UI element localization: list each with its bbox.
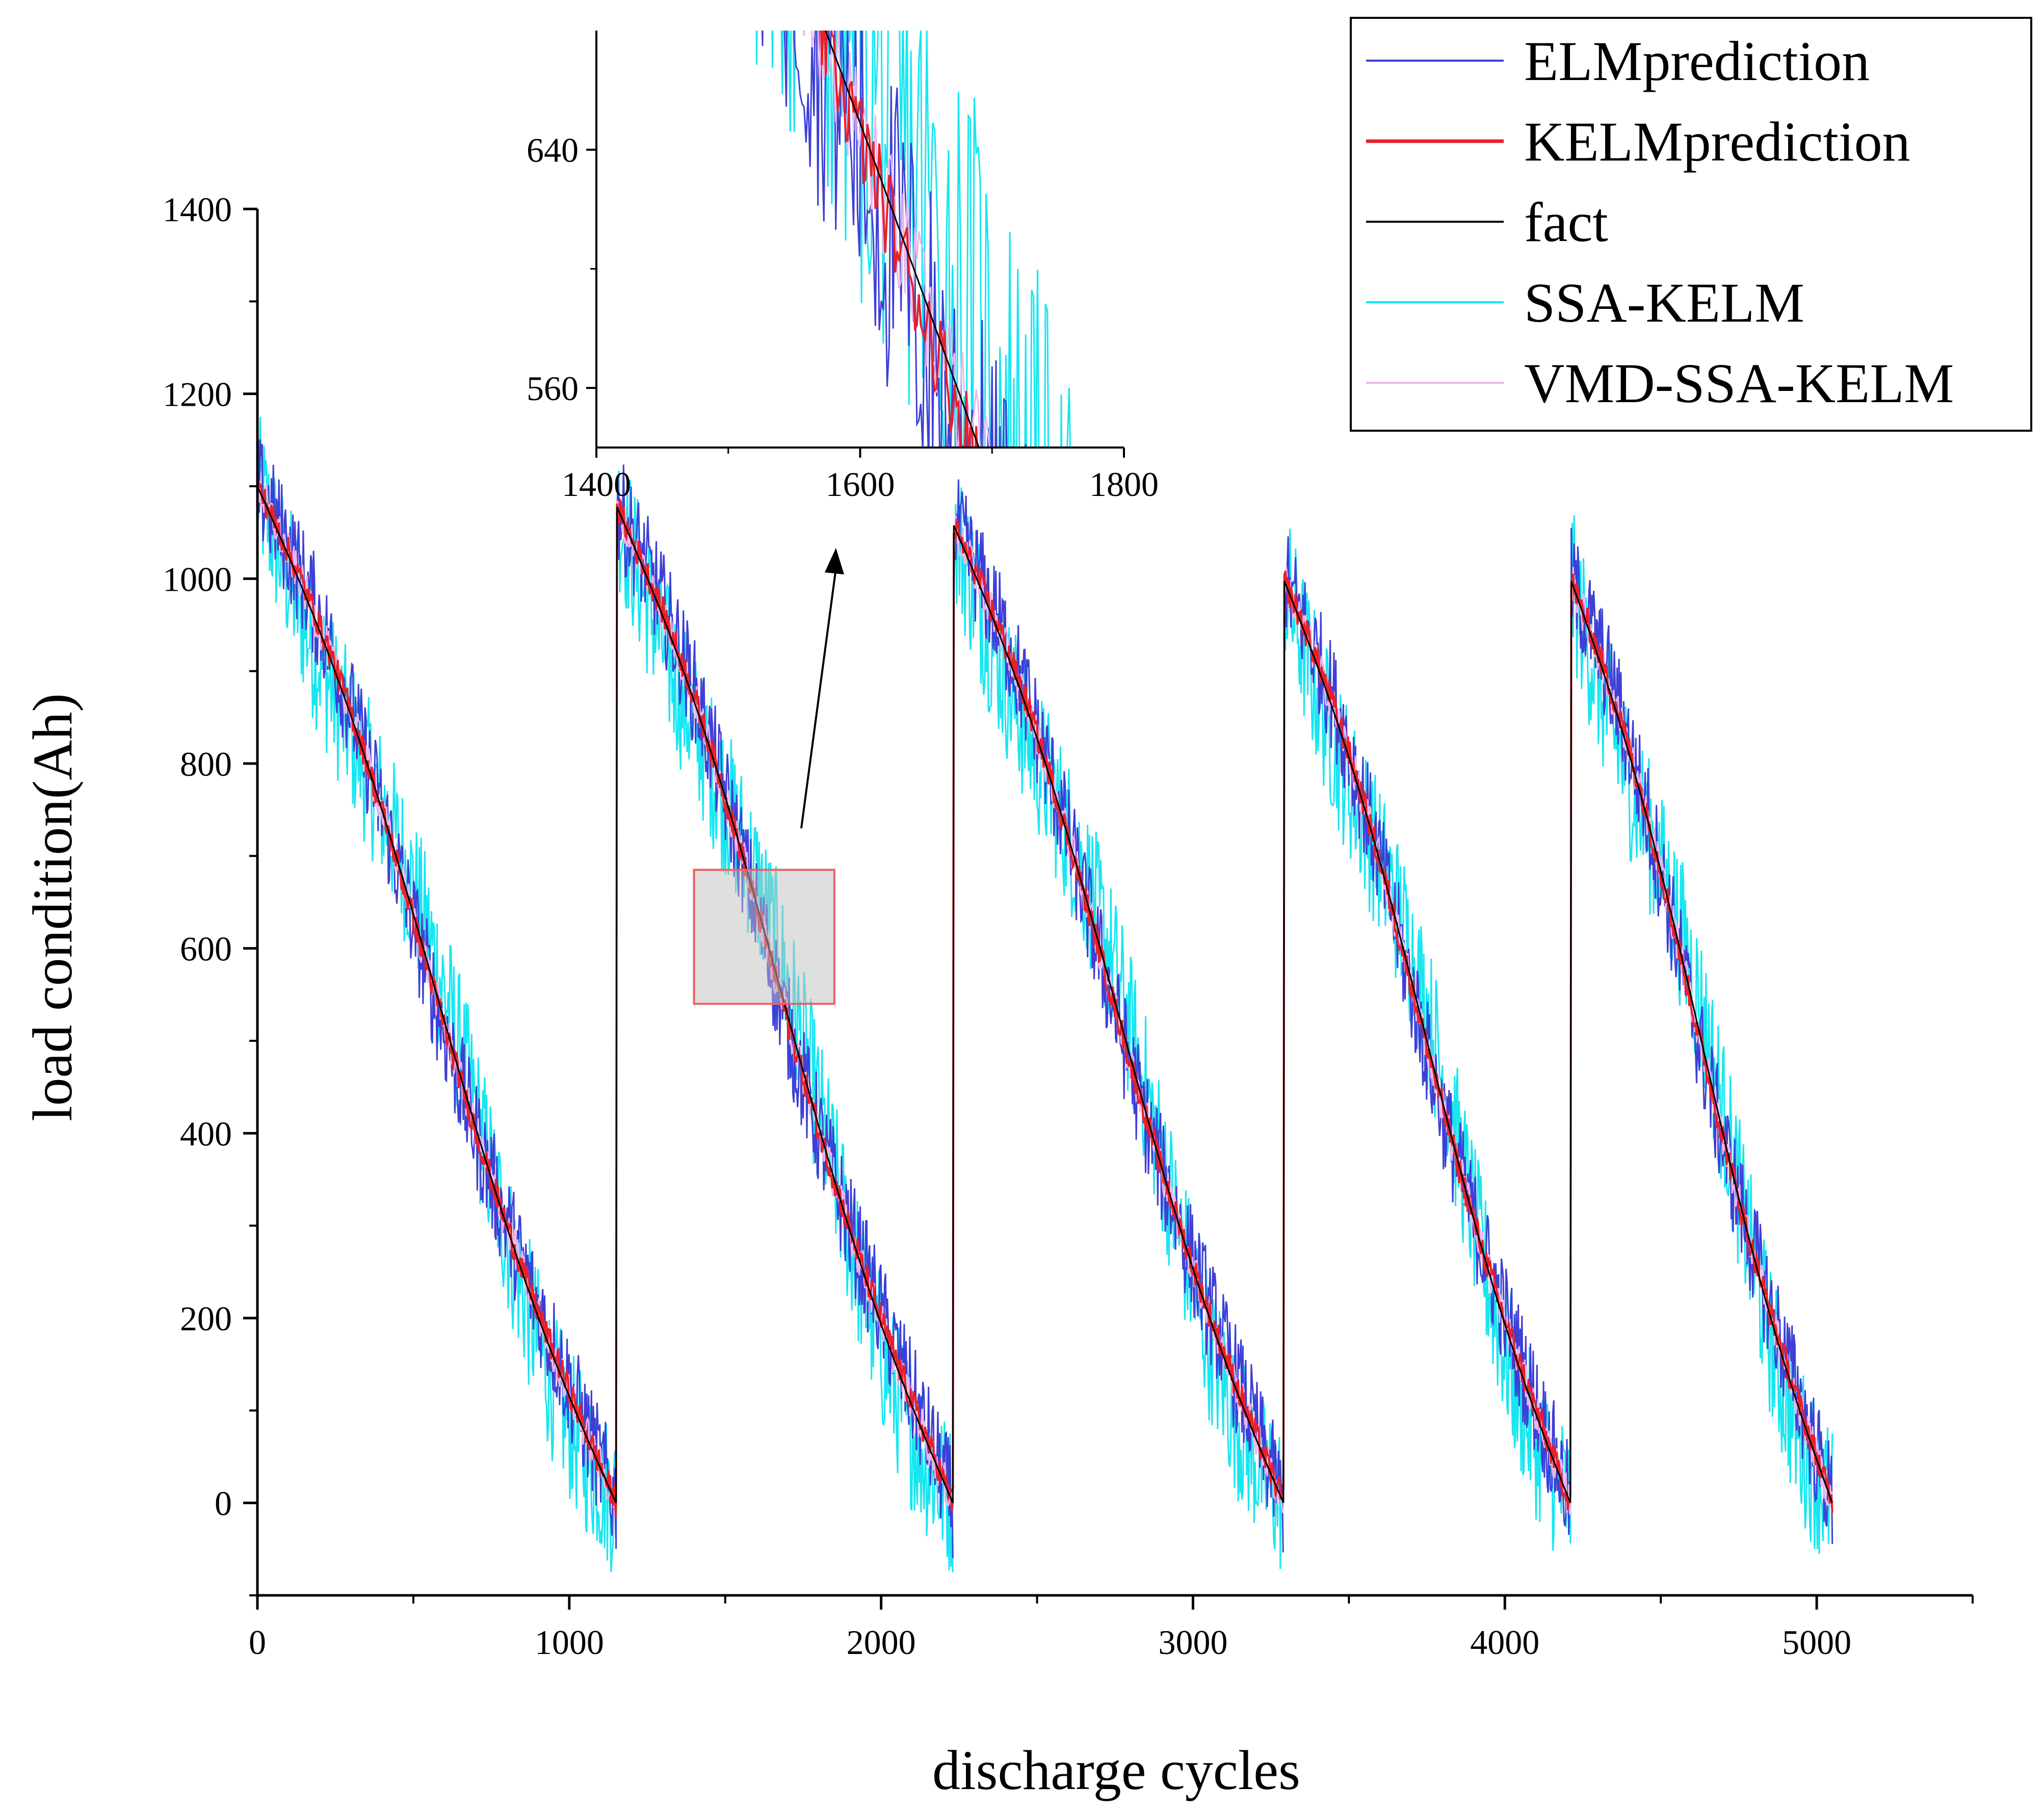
- legend-label: VMD-SSA-KELM: [1524, 352, 1954, 414]
- inset-series-line-elmprediction: [761, 31, 1027, 448]
- legend-label: KELMprediction: [1524, 111, 1910, 173]
- y-tick-label: 600: [180, 930, 232, 968]
- legend-label: SSA-KELM: [1524, 272, 1804, 334]
- y-tick-label: 1000: [163, 560, 232, 598]
- x-tick-label: 5000: [1782, 1623, 1851, 1662]
- zoom-region-box: [693, 869, 835, 1005]
- y-tick-label: 800: [180, 745, 232, 783]
- y-axis-title: load condition(Ah): [21, 693, 84, 1121]
- zoom-arrow-shaft: [800, 568, 837, 829]
- y-tick-label: 200: [180, 1299, 232, 1338]
- inset-series-line-ssa-kelm: [755, 31, 1071, 448]
- x-tick-label: 1000: [535, 1623, 604, 1662]
- inset-series-line-kelmprediction: [820, 31, 978, 448]
- inset-x-tick-label: 1600: [826, 465, 895, 504]
- y-tick-label: 0: [215, 1484, 232, 1523]
- x-tick-label: 4000: [1470, 1623, 1539, 1662]
- inset-series-line-vmd-ssa-kelm: [802, 31, 991, 448]
- inset-y-tick-label: 560: [527, 369, 579, 408]
- legend-label: ELMprediction: [1524, 30, 1870, 92]
- x-axis-title: discharge cycles: [932, 1739, 1300, 1801]
- legend: ELMprediction KELMprediction fact SSA-KELM V…: [1350, 17, 2032, 432]
- zoom-connectors: [800, 548, 844, 829]
- inset-x-tick-label: 1400: [562, 465, 631, 504]
- x-tick-label: 0: [249, 1623, 266, 1662]
- series-line-kelmprediction: [256, 482, 1833, 1517]
- inset-y-tick-label: 640: [527, 131, 579, 170]
- x-tick-label: 3000: [1158, 1623, 1227, 1662]
- legend-label: fact: [1524, 191, 1608, 253]
- y-tick-label: 1400: [163, 190, 232, 229]
- series-line-ssa-kelm: [256, 416, 1833, 1572]
- main-plot: 0 200 400 600 800 1000 1200 1400 0 1000 2000 3000 40…: [21, 190, 1974, 1801]
- inset-plot: 560 640 1400 1600 1800: [527, 31, 1159, 504]
- inset-series-line-fact: [824, 31, 980, 448]
- inset-x-tick-label: 1800: [1089, 465, 1159, 504]
- zoom-arrow-head: [825, 548, 844, 574]
- series-line-elmprediction: [256, 439, 1833, 1558]
- y-tick-label: 400: [180, 1114, 232, 1153]
- x-tick-label: 2000: [847, 1623, 916, 1662]
- y-tick-label: 1200: [163, 375, 232, 414]
